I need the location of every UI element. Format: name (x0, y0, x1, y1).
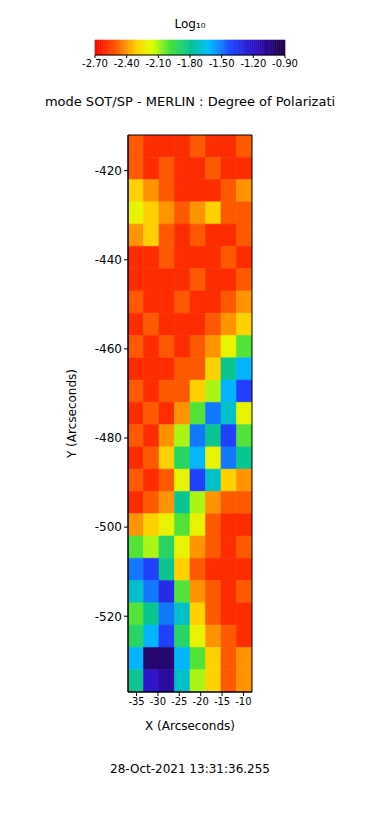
svg-text:X (Arcseconds): X (Arcseconds) (145, 719, 235, 733)
svg-text:-10: -10 (235, 696, 251, 707)
svg-text:-440: -440 (95, 253, 122, 267)
svg-text:-420: -420 (95, 164, 122, 178)
svg-text:-25: -25 (171, 696, 187, 707)
svg-text:-0.90: -0.90 (272, 58, 298, 69)
svg-text:-500: -500 (95, 520, 122, 534)
svg-text:-30: -30 (150, 696, 166, 707)
svg-text:-20: -20 (193, 696, 209, 707)
svg-text:-520: -520 (95, 610, 122, 624)
html-text:mode SOT/SP - MERLIN : Degree: mode SOT/SP - MERLIN : Degree of Polariz… (44, 94, 336, 109)
svg-text:-1.50: -1.50 (209, 58, 235, 69)
svg-text:-15: -15 (214, 696, 230, 707)
svg-text:-2.70: -2.70 (82, 58, 108, 69)
html-text:Log₁₀: Log₁₀ (174, 17, 206, 31)
svg-text:-1.80: -1.80 (177, 58, 203, 69)
html-text:28-Oct-2021 13:31:36.255: 28-Oct-2021 13:31:36.255 (110, 762, 270, 776)
svg-text:-460: -460 (95, 342, 122, 356)
svg-text:-35: -35 (128, 696, 144, 707)
svg-text:-480: -480 (95, 431, 122, 445)
svg-text:Y (Arcseconds): Y (Arcseconds) (65, 369, 79, 459)
svg-text:-1.20: -1.20 (240, 58, 266, 69)
svg-text:-2.40: -2.40 (114, 58, 140, 69)
svg-text:-2.10: -2.10 (145, 58, 171, 69)
